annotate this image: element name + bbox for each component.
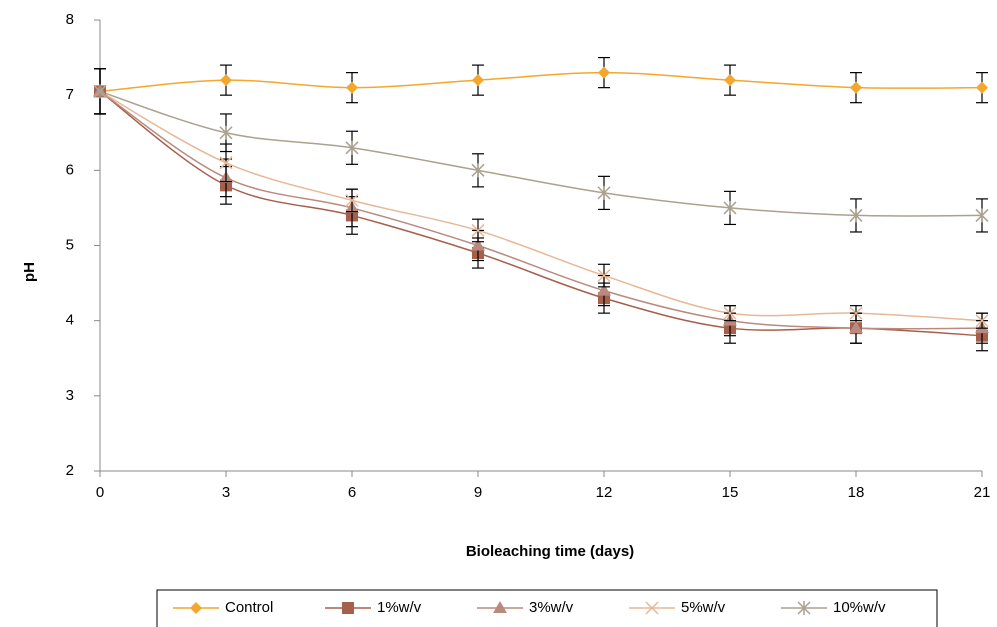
marker — [597, 185, 611, 200]
y-tick-label: 7 — [66, 86, 74, 103]
y-tick-label: 3 — [66, 387, 74, 404]
x-axis-title: Bioleaching time (days) — [466, 543, 634, 560]
marker — [597, 283, 611, 296]
marker — [471, 238, 485, 251]
marker — [645, 601, 659, 615]
marker — [723, 306, 737, 320]
marker — [346, 81, 358, 94]
x-tick-label: 3 — [222, 484, 230, 501]
series-line — [99, 90, 983, 337]
legend-label: 3%w/v — [529, 599, 574, 616]
marker — [471, 163, 485, 178]
marker — [93, 84, 107, 99]
marker — [219, 125, 233, 140]
series-line — [99, 90, 983, 217]
marker — [598, 66, 610, 79]
series-line — [99, 71, 983, 93]
marker — [345, 193, 359, 207]
marker — [190, 602, 202, 614]
marker — [220, 74, 232, 87]
legend-label: Control — [225, 599, 273, 616]
marker — [471, 223, 485, 237]
marker — [976, 81, 988, 94]
marker — [219, 156, 233, 170]
marker — [849, 306, 863, 320]
y-tick-label: 6 — [66, 161, 74, 178]
y-axis-title: pH — [21, 262, 38, 282]
y-tick-label: 2 — [66, 462, 74, 479]
x-tick-label: 6 — [348, 484, 356, 501]
series-line — [99, 90, 983, 322]
x-tick-label: 18 — [848, 484, 865, 501]
marker — [342, 602, 354, 614]
marker — [849, 321, 863, 334]
marker — [850, 81, 862, 94]
marker — [472, 74, 484, 87]
legend-label: 1%w/v — [377, 599, 422, 616]
marker — [345, 140, 359, 155]
marker — [975, 314, 989, 328]
y-tick-label: 4 — [66, 312, 74, 329]
x-tick-label: 21 — [974, 484, 991, 501]
marker — [724, 74, 736, 87]
marker — [975, 208, 989, 223]
marker — [493, 601, 507, 613]
marker — [849, 208, 863, 223]
marker — [797, 601, 811, 615]
legend-label: 10%w/v — [833, 599, 886, 616]
marker — [723, 200, 737, 215]
x-tick-label: 12 — [596, 484, 613, 501]
marker — [597, 269, 611, 283]
x-tick-label: 15 — [722, 484, 739, 501]
x-tick-label: 9 — [474, 484, 482, 501]
legend-label: 5%w/v — [681, 599, 726, 616]
x-tick-label: 0 — [96, 484, 104, 501]
y-tick-label: 5 — [66, 236, 74, 253]
y-tick-label: 8 — [66, 11, 74, 28]
